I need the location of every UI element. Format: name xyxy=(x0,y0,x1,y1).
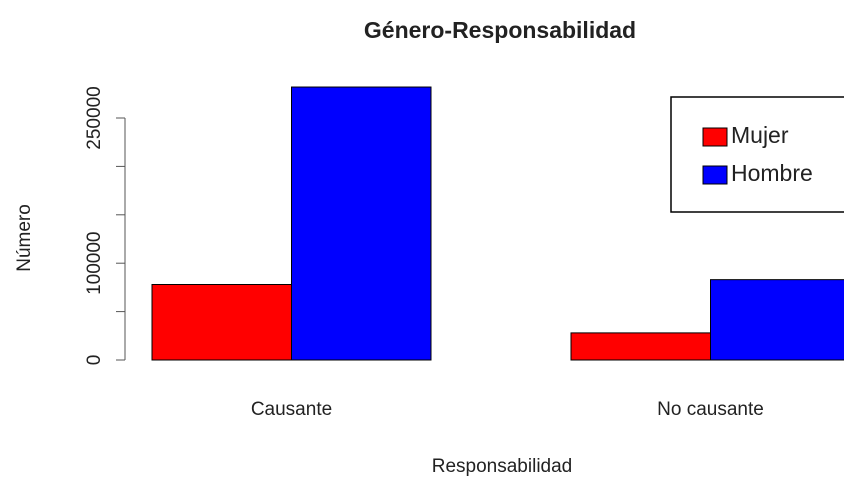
y-tick-label: 250000 xyxy=(84,86,105,149)
legend-box xyxy=(670,96,844,213)
legend-swatch xyxy=(702,127,728,147)
legend-swatch xyxy=(702,165,728,185)
x-tick-label: No causante xyxy=(657,399,764,420)
x-tick-label: Causante xyxy=(251,399,332,420)
legend-label: Mujer xyxy=(731,122,789,148)
legend-label: Hombre xyxy=(731,160,813,186)
bar xyxy=(291,86,432,361)
bar xyxy=(570,332,711,361)
bar xyxy=(710,279,844,361)
y-tick-label: 100000 xyxy=(84,231,105,294)
chart-title: Género-Responsabilidad xyxy=(364,17,636,43)
bar xyxy=(151,283,292,361)
x-axis-label: Responsabilidad xyxy=(432,456,573,477)
y-tick-label: 0 xyxy=(84,355,105,366)
y-axis-label: Número xyxy=(14,204,35,272)
